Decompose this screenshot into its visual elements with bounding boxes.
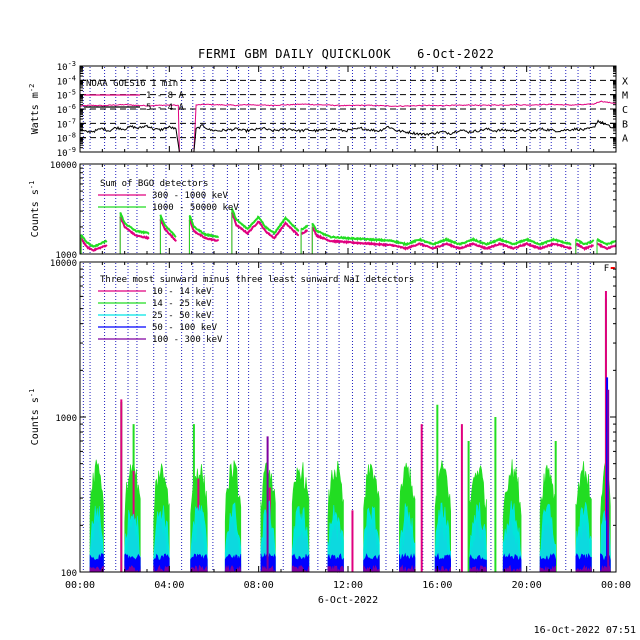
goes-class-label: B (622, 119, 628, 130)
nai-legend-label: 25 - 50 keV (152, 311, 212, 321)
bgo-legend-title: Sum of BGO detectors (100, 179, 208, 189)
nai-series-area (224, 553, 242, 573)
x-axis-date-label: 6-Oct-2022 (318, 595, 378, 606)
nai-series-area (575, 552, 592, 573)
bgo-series-line (230, 212, 300, 240)
nai-y-tick-label: 10000 (50, 259, 77, 269)
x-tick-label: 00:00 (601, 580, 631, 591)
bgo-legend-label: 300 - 1000 keV (152, 191, 228, 201)
nai-series-area (502, 500, 522, 573)
goes-class-label: A (622, 134, 628, 145)
bgo-series-line (575, 238, 595, 246)
goes-class-label: C (622, 105, 628, 116)
bgo-series-line (300, 224, 309, 231)
bgo-y-axis-label: Counts s-1 (28, 181, 41, 238)
goes-legend-label: 1 - 8 A (146, 91, 185, 101)
flare-marker-label: F (604, 264, 609, 274)
nai-series-area (469, 502, 487, 573)
bgo-detectors-panel: 10000 1000 Counts s-1 Sum of BGO detectors 3… (28, 161, 617, 261)
nai-legend-label: 50 - 100 keV (152, 323, 218, 333)
nai-y-axis-label: Counts s-1 (28, 389, 41, 446)
nai-series-area (363, 564, 380, 573)
goes-y-tick-label: 10-7 (57, 117, 76, 130)
bgo-legend-label: 1000 - 50000 keV (152, 203, 239, 213)
x-tick-label: 12:00 (333, 580, 363, 591)
nai-series-area (434, 552, 451, 573)
nai-series-area (434, 502, 451, 573)
bgo-y-tick-label: 10000 (50, 161, 77, 171)
x-tick-label: 00:00 (65, 580, 95, 591)
nai-legend-label: 14 - 25 keV (152, 299, 212, 309)
bgo-series-line (119, 216, 150, 240)
nai-legend-label: 10 - 14 keV (152, 287, 212, 297)
nai-series-area (502, 552, 522, 573)
bgo-series-line (159, 218, 177, 242)
x-tick-label: 04:00 (154, 580, 184, 591)
nai-series-area (190, 553, 208, 573)
nai-series-area (575, 564, 592, 573)
goes-legend-label: 5 - 4 A (146, 103, 185, 113)
bgo-series-line (80, 237, 108, 252)
nai-series-area (89, 505, 104, 573)
goes-y-tick-label: 10-9 (57, 146, 76, 159)
nai-series-area (124, 509, 141, 573)
goes-legend-title: NOAA GOES16 1 min (86, 79, 178, 89)
nai-y-tick-label: 100 (61, 569, 77, 579)
footer-timestamp: 16-Oct-2022 07:51 (534, 625, 636, 636)
nai-legend-title: Three most sunward minus three least sun… (100, 275, 414, 285)
x-tick-label: 08:00 (244, 580, 274, 591)
bgo-series-line (300, 229, 309, 235)
nai-series-area (224, 564, 242, 573)
bgo-y-tick-label: 1000 (55, 251, 77, 261)
x-tick-label: 20:00 (512, 580, 542, 591)
nai-series-area (575, 502, 592, 573)
nai-series-area (539, 553, 556, 573)
bgo-series-line (311, 226, 573, 251)
nai-series-area (539, 503, 556, 573)
goes-y-tick-label: 10-8 (57, 132, 76, 145)
nai-series-area (327, 565, 344, 574)
bgo-series-line (119, 211, 150, 235)
goes-y-tick-label: 10-4 (57, 74, 76, 87)
goes-series-line (79, 119, 617, 153)
nai-series-area (539, 565, 556, 573)
bgo-series-line (188, 214, 220, 239)
goes-y-tick-label: 10-3 (57, 60, 76, 73)
nai-series-area (399, 564, 416, 573)
bgo-series-line (188, 219, 220, 242)
nai-legend-label: 100 - 300 keV (152, 335, 223, 345)
bgo-series-line (575, 242, 594, 251)
nai-series-area (291, 564, 310, 573)
goes-class-label: M (622, 91, 628, 102)
bgo-series-line (311, 222, 572, 247)
nai-series-area (89, 565, 104, 573)
x-tick-label: 16:00 (422, 580, 452, 591)
bgo-series-line (230, 208, 300, 235)
bgo-series-line (596, 242, 617, 251)
nai-series-area (124, 553, 141, 573)
figure-title: FERMI GBM DAILY QUICKLOOK 6-Oct-2022 (198, 47, 494, 61)
nai-series-area (190, 564, 208, 573)
nai-y-tick-label: 1000 (55, 414, 77, 424)
nai-series-area (502, 564, 522, 573)
nai-series-area (153, 564, 170, 573)
goes-series-line (79, 100, 616, 153)
bgo-series-line (597, 238, 617, 246)
nai-series-area (327, 553, 344, 573)
goes-y-tick-label: 10-5 (57, 89, 76, 102)
nai-series-area (291, 506, 310, 573)
goes-class-label: X (622, 76, 628, 87)
bgo-series-line (80, 234, 108, 248)
goes-y-axis-label: Watts m-2 (28, 84, 41, 135)
bgo-series-line (159, 214, 177, 238)
goes-y-tick-label: 10-6 (57, 103, 76, 116)
nai-series-area (399, 552, 416, 573)
